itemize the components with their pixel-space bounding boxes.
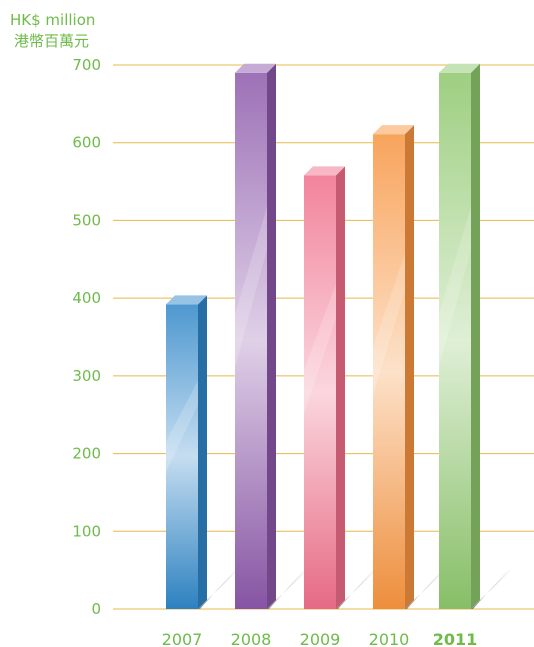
bar-shadow — [471, 569, 513, 609]
bar-front — [166, 304, 198, 609]
y-tick-label: 200 — [72, 445, 101, 463]
bar-side — [198, 295, 207, 609]
bar-2011 — [439, 63, 513, 610]
y-tick-label: 700 — [72, 56, 101, 74]
bar-gloss — [166, 380, 198, 472]
bar-2007 — [166, 295, 240, 609]
bar-gloss — [373, 252, 405, 396]
bar-gloss — [439, 206, 471, 368]
y-tick-label: 500 — [72, 211, 101, 229]
bar-side — [267, 63, 276, 610]
x-tick-label-2008: 2008 — [231, 630, 272, 647]
bar-shadow — [267, 569, 309, 609]
bar-side — [471, 63, 480, 610]
bar-shadow — [405, 569, 447, 609]
bar-2009 — [304, 166, 378, 609]
bar-gloss — [304, 283, 336, 414]
bar-shadow — [336, 569, 378, 609]
bar-top — [439, 63, 480, 73]
bar-2008 — [235, 63, 309, 610]
unit-label-zh: 港幣百萬元 — [14, 32, 89, 50]
y-axis: 0 100 200 300 400 500 600 700 — [72, 56, 101, 618]
bar-side — [336, 166, 345, 609]
bar-top — [304, 166, 345, 176]
unit-label-en: HK$ million — [10, 11, 95, 29]
y-tick-label: 0 — [91, 600, 101, 618]
y-tick-label: 600 — [72, 134, 101, 152]
y-tick-label: 400 — [72, 289, 101, 307]
bar-top — [235, 63, 276, 73]
bar-top — [373, 125, 414, 135]
bar-2010 — [373, 125, 447, 609]
x-tick-label-2009: 2009 — [300, 630, 341, 647]
x-tick-label-2010: 2010 — [369, 630, 410, 647]
y-tick-label: 100 — [72, 522, 101, 540]
bars — [166, 63, 513, 610]
bar-top — [166, 295, 207, 305]
x-axis: 2007 2008 2009 2010 2011 — [162, 630, 478, 647]
y-tick-label: 300 — [72, 367, 101, 385]
bar-gloss — [235, 206, 267, 368]
bar-front — [439, 72, 471, 610]
bar-front — [304, 175, 336, 609]
bar-front — [373, 134, 405, 609]
bar-front — [235, 72, 267, 610]
x-tick-label-2011: 2011 — [433, 630, 478, 647]
bar-shadow — [198, 569, 240, 609]
x-tick-label-2007: 2007 — [162, 630, 203, 647]
bar-side — [405, 125, 414, 609]
